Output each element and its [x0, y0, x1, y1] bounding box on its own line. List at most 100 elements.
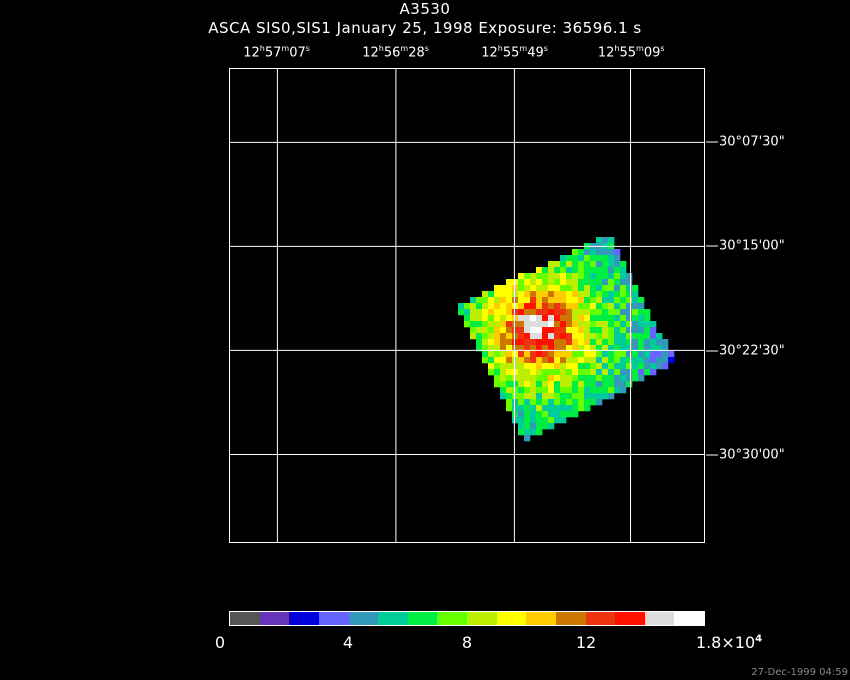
heatmap-cell	[638, 375, 645, 382]
heatmap-cell	[500, 339, 507, 346]
heatmap-cell	[614, 267, 621, 274]
heatmap-cell	[662, 357, 669, 364]
heatmap-cell	[566, 381, 573, 388]
heatmap-cell	[500, 393, 507, 400]
heatmap-cell	[596, 381, 603, 388]
heatmap-cell	[584, 279, 591, 286]
heatmap-cell	[620, 291, 627, 298]
heatmap-cell	[644, 369, 651, 376]
heatmap-cell	[566, 315, 573, 322]
heatmap-cell	[620, 345, 627, 352]
heatmap-cell	[494, 327, 501, 334]
heatmap-cell	[596, 273, 603, 280]
heatmap-cell	[584, 399, 591, 406]
heatmap-cell	[584, 291, 591, 298]
heatmap-cell	[632, 303, 639, 310]
heatmap-cell	[578, 315, 585, 322]
heatmap-cell	[494, 339, 501, 346]
heatmap-cell	[494, 375, 501, 382]
heatmap-cell	[488, 333, 495, 340]
heatmap-cell	[620, 333, 627, 340]
heatmap-cell	[632, 357, 639, 364]
heatmap-cell	[614, 387, 621, 394]
heatmap-cell	[620, 387, 627, 394]
heatmap-cell	[512, 363, 519, 370]
heatmap-cell	[632, 321, 639, 328]
heatmap-cell	[548, 333, 555, 340]
heatmap-cell	[542, 309, 549, 316]
heatmap-cell	[578, 339, 585, 346]
heatmap-cell	[656, 339, 663, 346]
heatmap-cell	[620, 297, 627, 304]
heatmap-cell	[572, 315, 579, 322]
heatmap-cell	[554, 303, 561, 310]
heatmap-cell	[536, 411, 543, 418]
heatmap-cell	[602, 357, 609, 364]
heatmap-cell	[584, 405, 591, 412]
heatmap-cell	[626, 327, 633, 334]
heatmap-cell	[614, 303, 621, 310]
heatmap-cell	[548, 291, 555, 298]
heatmap-cell	[542, 411, 549, 418]
heatmap-cell	[458, 309, 465, 316]
heatmap-cell	[566, 285, 573, 292]
heatmap-cell	[494, 309, 501, 316]
heatmap-cell	[620, 363, 627, 370]
heatmap-cell	[488, 297, 495, 304]
heatmap-cell	[572, 351, 579, 358]
chart-title: A3530	[399, 0, 451, 18]
heatmap-cell	[542, 327, 549, 334]
heatmap-cell	[584, 345, 591, 352]
heatmap-cell	[626, 297, 633, 304]
heatmap-cell	[638, 315, 645, 322]
heatmap-cell	[554, 411, 561, 418]
heatmap-cell	[566, 321, 573, 328]
heatmap-cell	[548, 399, 555, 406]
heatmap-cell	[608, 261, 615, 268]
heatmap-cell	[512, 351, 519, 358]
heatmap-cell	[596, 309, 603, 316]
heatmap-cell	[572, 249, 579, 256]
heatmap-cell	[470, 315, 477, 322]
heatmap-cell	[524, 387, 531, 394]
heatmap-cell	[506, 333, 513, 340]
heatmap-cell	[536, 357, 543, 364]
heatmap-cell	[620, 327, 627, 334]
heatmap-cell	[560, 351, 567, 358]
heatmap-cell	[524, 339, 531, 346]
heatmap-cell	[518, 309, 525, 316]
heatmap-cell	[464, 321, 471, 328]
heatmap-cell	[536, 381, 543, 388]
heatmap-cell	[602, 261, 609, 268]
heatmap-cell	[566, 345, 573, 352]
heatmap-cell	[506, 285, 513, 292]
heatmap-cell	[506, 279, 513, 286]
heatmap-cell	[530, 381, 537, 388]
heatmap-cell	[548, 261, 555, 268]
heatmap-cell	[542, 339, 549, 346]
heatmap-cell	[602, 279, 609, 286]
heatmap-cell	[602, 267, 609, 274]
heatmap-cell	[554, 315, 561, 322]
heatmap-cell	[506, 309, 513, 316]
heatmap-cell	[548, 363, 555, 370]
heatmap-cell	[506, 399, 513, 406]
heatmap-cell	[632, 315, 639, 322]
heatmap-cell	[536, 303, 543, 310]
heatmap-cell	[530, 351, 537, 358]
heatmap-cell	[554, 321, 561, 328]
heatmap-cell	[542, 303, 549, 310]
heatmap-cell	[530, 345, 537, 352]
heatmap-cell	[608, 285, 615, 292]
heatmap-cell	[572, 291, 579, 298]
heatmap-cell	[518, 399, 525, 406]
heatmap-cell	[650, 345, 657, 352]
heatmap-cell	[560, 405, 567, 412]
heatmap-cell	[542, 273, 549, 280]
heatmap-cell	[620, 357, 627, 364]
heatmap-cell	[572, 321, 579, 328]
heatmap-cell	[596, 387, 603, 394]
heatmap-cell	[548, 309, 555, 316]
heatmap-cell	[602, 273, 609, 280]
heatmap-cell	[530, 363, 537, 370]
